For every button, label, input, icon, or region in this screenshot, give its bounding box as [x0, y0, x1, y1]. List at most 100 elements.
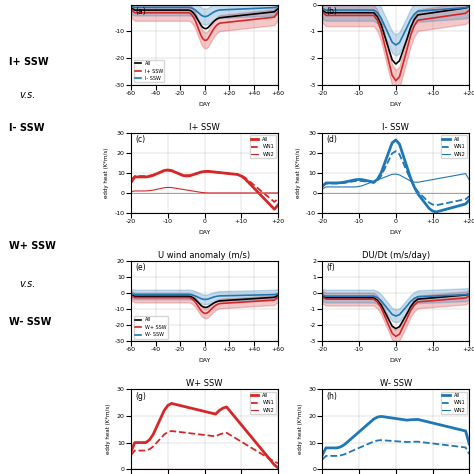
WN1 [205, 169, 211, 174]
WN1 [194, 171, 200, 176]
WN2 [253, 190, 259, 196]
All [466, 441, 472, 447]
WN2 [242, 190, 248, 196]
WN2 [441, 175, 447, 181]
WN1 [323, 453, 329, 459]
Y-axis label: eddy heat (K*m/s): eddy heat (K*m/s) [106, 404, 111, 455]
WN2 [463, 466, 468, 472]
WN1 [228, 432, 233, 438]
WN2 [253, 466, 259, 472]
WN1 [198, 432, 204, 438]
WN2 [459, 466, 465, 472]
All [194, 407, 200, 412]
All [445, 424, 450, 429]
All [187, 405, 193, 410]
All [456, 203, 461, 209]
W- SSW [191, 292, 196, 298]
All [345, 179, 351, 184]
WN2 [441, 466, 447, 472]
All [173, 169, 178, 175]
WN2 [246, 466, 252, 472]
WN2 [415, 466, 421, 472]
All [356, 177, 362, 182]
WN2 [327, 184, 333, 190]
All [163, 293, 168, 299]
All [261, 448, 266, 454]
WN2 [158, 186, 164, 191]
W- SSW [202, 297, 208, 302]
WN2 [150, 466, 156, 472]
WN2 [231, 466, 237, 472]
All [430, 420, 436, 426]
WN1 [463, 196, 468, 202]
Line: WN1: WN1 [322, 151, 469, 205]
All [419, 196, 424, 201]
WN1 [143, 448, 149, 454]
All [198, 169, 204, 175]
WN2 [360, 182, 365, 188]
Legend: All, WN1, WN2: All, WN1, WN2 [441, 392, 467, 414]
WN1 [150, 172, 156, 178]
WN2 [393, 466, 399, 472]
All [228, 409, 233, 414]
All [205, 410, 211, 415]
All [441, 207, 447, 213]
WN1 [426, 200, 432, 205]
All [136, 440, 141, 446]
Y-axis label: eddy heat (K*m/s): eddy heat (K*m/s) [295, 148, 301, 198]
WN1 [224, 430, 229, 436]
All [198, 408, 204, 413]
WN1 [246, 443, 252, 449]
I- SSW [191, 6, 196, 12]
WN1 [408, 177, 413, 182]
WN2 [194, 466, 200, 472]
WN1 [327, 453, 333, 459]
WN2 [224, 466, 229, 472]
WN2 [342, 184, 347, 190]
WN2 [257, 190, 263, 196]
Legend: All, WN1, WN2: All, WN1, WN2 [250, 135, 275, 158]
WN1 [132, 173, 137, 179]
All [128, 292, 134, 298]
WN2 [327, 466, 333, 472]
Text: v.s.: v.s. [19, 90, 36, 100]
All [275, 6, 281, 11]
WN1 [202, 432, 208, 438]
WN2 [397, 466, 402, 472]
WN2 [437, 175, 443, 181]
All [132, 174, 137, 180]
WN2 [430, 466, 436, 472]
WN2 [371, 179, 377, 184]
All [456, 427, 461, 432]
WN1 [253, 184, 259, 190]
WN1 [393, 148, 399, 154]
WN2 [143, 466, 149, 472]
WN1 [173, 428, 178, 434]
All [430, 208, 436, 214]
WN2 [146, 466, 152, 472]
All [419, 418, 424, 423]
WN1 [217, 432, 222, 438]
Line: WN2: WN2 [322, 173, 469, 189]
All [161, 408, 167, 413]
WN1 [334, 181, 340, 186]
WN1 [191, 172, 196, 177]
All [319, 183, 325, 189]
WN1 [397, 152, 402, 157]
WN1 [393, 438, 399, 444]
All [143, 293, 149, 299]
WN1 [253, 448, 259, 454]
WN2 [139, 466, 145, 472]
WN2 [249, 190, 255, 196]
WN1 [330, 181, 336, 186]
WN1 [441, 201, 447, 207]
WN1 [238, 439, 244, 445]
All [367, 419, 373, 425]
WN2 [220, 466, 226, 472]
All [323, 180, 329, 186]
Line: All: All [131, 170, 278, 209]
WN1 [209, 433, 215, 439]
WN2 [349, 184, 355, 190]
All [401, 417, 406, 422]
WN2 [176, 466, 182, 472]
